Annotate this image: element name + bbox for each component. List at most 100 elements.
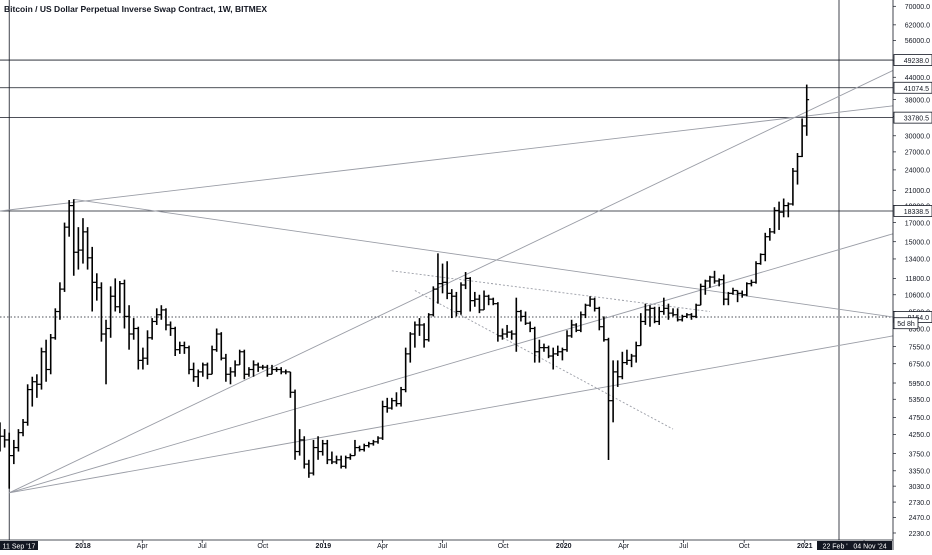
ohlc-bar[interactable] — [610, 360, 616, 423]
ohlc-bar[interactable] — [776, 201, 782, 230]
ohlc-bar[interactable] — [702, 279, 708, 295]
ohlc-bar[interactable] — [126, 305, 132, 350]
ohlc-bar[interactable] — [122, 279, 127, 329]
ohlc-bar[interactable] — [647, 305, 653, 327]
ohlc-bar[interactable] — [513, 297, 519, 352]
ohlc-bar[interactable] — [661, 297, 667, 315]
ohlc-bar[interactable] — [716, 278, 722, 287]
ohlc-bar[interactable] — [334, 455, 339, 465]
ohlc-bar[interactable] — [642, 303, 648, 325]
ohlc-bar[interactable] — [357, 445, 362, 452]
ohlc-bar[interactable] — [583, 303, 588, 319]
ohlc-bar[interactable] — [301, 436, 307, 469]
ohlc-bar[interactable] — [693, 303, 699, 319]
ohlc-bar[interactable] — [546, 345, 551, 359]
ohlc-bar[interactable] — [412, 321, 418, 348]
ohlc-bar[interactable] — [619, 351, 625, 380]
ohlc-bar[interactable] — [767, 228, 773, 241]
ohlc-bar[interactable] — [168, 321, 173, 336]
ohlc-bar[interactable] — [804, 84, 810, 136]
ohlc-bar[interactable] — [320, 439, 326, 456]
ohlc-bar[interactable] — [352, 439, 358, 457]
ohlc-bar[interactable] — [205, 362, 210, 380]
ohlc-bar[interactable] — [675, 308, 681, 322]
ohlc-bar[interactable] — [555, 345, 561, 357]
ohlc-bar[interactable] — [652, 306, 658, 324]
ohlc-bar[interactable] — [214, 328, 220, 352]
ohlc-bar[interactable] — [698, 283, 704, 306]
ohlc-bar[interactable] — [656, 306, 662, 325]
ohlc-bar[interactable] — [228, 367, 233, 385]
ohlc-bar[interactable] — [707, 275, 713, 288]
ohlc-bar[interactable] — [371, 439, 376, 446]
ohlc-bar[interactable] — [721, 274, 727, 306]
ohlc-bar[interactable] — [283, 369, 289, 375]
ohlc-bar[interactable] — [749, 279, 754, 287]
ohlc-bar[interactable] — [149, 318, 155, 340]
ohlc-bar[interactable] — [500, 328, 505, 340]
ohlc-bar[interactable] — [518, 309, 524, 322]
ohlc-bar[interactable] — [606, 337, 611, 460]
ohlc-bar[interactable] — [421, 323, 427, 348]
dotted-trendline[interactable] — [414, 290, 674, 430]
ohlc-bar[interactable] — [679, 314, 685, 322]
ohlc-bar[interactable] — [2, 429, 8, 448]
ohlc-bar[interactable] — [375, 436, 381, 444]
ohlc-bar[interactable] — [117, 280, 123, 314]
ohlc-bar[interactable] — [366, 441, 372, 448]
ohlc-bar[interactable] — [343, 455, 349, 469]
ohlc-bar[interactable] — [103, 319, 109, 385]
ohlc-bar[interactable] — [799, 118, 805, 158]
ohlc-bar[interactable] — [440, 263, 445, 294]
ohlc-bar[interactable] — [509, 330, 515, 340]
ohlc-bar[interactable] — [52, 308, 58, 340]
ohlc-bar[interactable] — [407, 332, 413, 363]
ohlc-bar[interactable] — [85, 227, 90, 270]
ohlc-bar[interactable] — [315, 436, 321, 460]
ohlc-bar[interactable] — [218, 332, 224, 361]
ohlc-bar[interactable] — [223, 353, 229, 382]
ohlc-bar[interactable] — [532, 326, 538, 363]
trendline[interactable] — [73, 198, 894, 318]
ohlc-bar[interactable] — [481, 290, 487, 311]
ohlc-bar[interactable] — [463, 272, 468, 290]
ohlc-bar[interactable] — [458, 282, 464, 315]
ohlc-bar[interactable] — [666, 303, 671, 320]
ohlc-bar[interactable] — [278, 367, 284, 375]
ohlc-bar[interactable] — [772, 207, 777, 234]
ohlc-bar[interactable] — [195, 369, 201, 387]
ohlc-bar[interactable] — [251, 360, 256, 377]
ohlc-bar[interactable] — [527, 321, 533, 333]
ohlc-bar[interactable] — [241, 349, 247, 380]
ohlc-bar[interactable] — [0, 422, 3, 452]
trendline[interactable] — [9, 335, 894, 494]
ohlc-bar[interactable] — [523, 311, 528, 325]
ohlc-bar[interactable] — [587, 296, 593, 307]
ohlc-bar[interactable] — [781, 198, 787, 218]
ohlc-bar[interactable] — [361, 443, 367, 452]
ohlc-bar[interactable] — [753, 261, 759, 284]
ohlc-bar[interactable] — [108, 286, 114, 338]
ohlc-bar[interactable] — [338, 455, 344, 469]
ohlc-bar[interactable] — [274, 367, 279, 372]
ohlc-bar[interactable] — [172, 326, 178, 357]
ohlc-bar[interactable] — [163, 308, 169, 331]
ohlc-bar[interactable] — [324, 439, 330, 465]
ohlc-bar[interactable] — [94, 273, 100, 301]
ohlc-bar[interactable] — [790, 167, 796, 206]
ohlc-bar[interactable] — [495, 302, 501, 342]
ohlc-bar[interactable] — [145, 330, 150, 365]
ohlc-bar[interactable] — [504, 324, 510, 338]
ohlc-bar[interactable] — [398, 386, 404, 407]
ohlc-bar[interactable] — [89, 246, 95, 312]
ohlc-bar[interactable] — [269, 364, 275, 375]
ohlc-bar[interactable] — [191, 362, 197, 382]
ohlc-bar[interactable] — [629, 353, 634, 368]
ohlc-bar[interactable] — [739, 290, 745, 298]
ohlc-bar[interactable] — [536, 339, 542, 363]
ohlc-bar[interactable] — [472, 291, 478, 307]
ohlc-bar[interactable] — [615, 360, 621, 387]
ohlc-bar[interactable] — [131, 318, 137, 340]
ohlc-bar[interactable] — [20, 419, 26, 437]
ohlc-bar[interactable] — [638, 313, 644, 347]
